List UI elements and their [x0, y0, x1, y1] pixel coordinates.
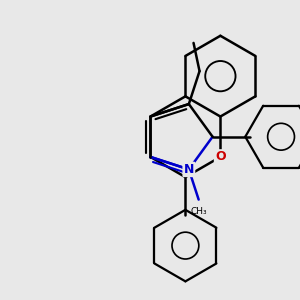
Text: N: N — [184, 163, 194, 176]
Text: O: O — [215, 150, 226, 164]
Text: CH₃: CH₃ — [190, 206, 207, 215]
